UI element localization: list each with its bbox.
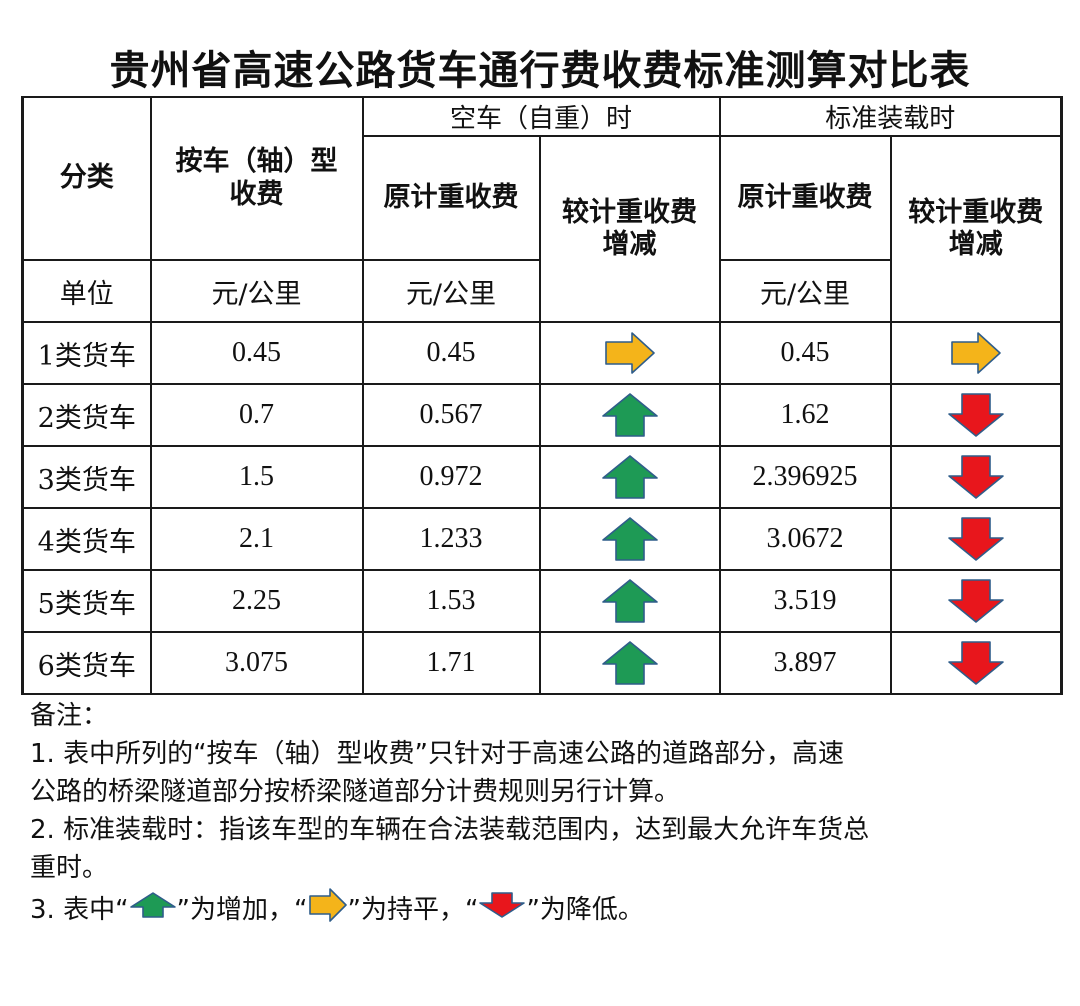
unit-axle: 元/公里 — [149, 259, 364, 323]
comparison-table: 分类 按车（轴）型收费 空车（自重）时 标准装载时 原计重收费 较计重收费增减 … — [21, 96, 1064, 695]
legend-up-arrow-icon — [129, 891, 177, 930]
cell-standard-change — [889, 507, 1064, 571]
cell-empty-change — [538, 507, 721, 571]
cell-standard-change — [889, 631, 1064, 695]
flat-arrow-icon — [892, 330, 1061, 376]
cell-empty-change — [538, 445, 721, 509]
cell-standard-original: 1.62 — [718, 383, 892, 447]
cell-category: 1类货车 — [21, 321, 152, 385]
unit-empty: 元/公里 — [361, 259, 541, 323]
cell-empty-change — [538, 383, 721, 447]
page-title: 贵州省高速公路货车通行费收费标准测算对比表 — [109, 48, 971, 94]
legend-flat-suffix: ”为持平，“ — [347, 895, 479, 925]
note-line-4: 重时。 — [30, 853, 109, 883]
cell-empty-change — [538, 321, 721, 385]
cell-empty-change — [538, 631, 721, 695]
header-empty-change-label: 较计重收费增减 — [562, 196, 697, 260]
cell-axle-fee: 0.45 — [149, 321, 364, 385]
down-arrow-icon — [892, 516, 1061, 562]
header-empty-group: 空车（自重）时 — [361, 96, 721, 137]
unit-label: 单位 — [21, 259, 152, 323]
legend-prefix: 3. 表中“ — [30, 895, 129, 925]
header-standard-change: 较计重收费增减 — [889, 135, 1064, 323]
cell-standard-original: 2.396925 — [718, 445, 892, 509]
cell-empty-original: 1.233 — [361, 507, 541, 571]
cell-empty-original: 1.71 — [361, 631, 541, 695]
up-arrow-icon — [541, 392, 719, 438]
down-arrow-icon — [892, 454, 1061, 500]
cell-empty-change — [538, 569, 721, 633]
notes: 备注： 1. 表中所列的“按车（轴）型收费”只针对于高速公路的道路部分，高速 公… — [30, 697, 1060, 934]
table-row: 5类货车 2.25 1.53 3.519 — [21, 569, 1064, 633]
table-row: 3类货车 1.5 0.972 2.396925 — [21, 445, 1064, 509]
cell-axle-fee: 0.7 — [149, 383, 364, 447]
note-line-1: 1. 表中所列的“按车（轴）型收费”只针对于高速公路的道路部分，高速 — [30, 739, 845, 769]
down-arrow-icon — [892, 578, 1061, 624]
cell-category: 2类货车 — [21, 383, 152, 447]
header-empty-change: 较计重收费增减 — [538, 135, 721, 323]
legend-up-suffix: ”为增加，“ — [176, 895, 308, 925]
cell-axle-fee: 2.1 — [149, 507, 364, 571]
header-standard-change-label: 较计重收费增减 — [908, 196, 1044, 260]
cell-standard-change — [889, 321, 1064, 385]
cell-standard-original: 0.45 — [718, 321, 892, 385]
cell-standard-change — [889, 383, 1064, 447]
cell-category: 4类货车 — [21, 507, 152, 571]
cell-category: 5类货车 — [21, 569, 152, 633]
cell-category: 3类货车 — [21, 445, 152, 509]
unit-standard: 元/公里 — [718, 259, 892, 323]
header-standard-group: 标准装载时 — [718, 96, 1064, 137]
header-axle-fee: 按车（轴）型收费 — [149, 96, 364, 261]
cell-category: 6类货车 — [21, 631, 152, 695]
up-arrow-icon — [541, 578, 719, 624]
header-empty-original: 原计重收费 — [361, 135, 541, 261]
table-row: 1类货车 0.45 0.45 0.45 — [21, 321, 1064, 385]
header-standard-original: 原计重收费 — [718, 135, 892, 261]
legend-down-arrow-icon — [478, 891, 526, 930]
cell-axle-fee: 1.5 — [149, 445, 364, 509]
cell-empty-original: 0.567 — [361, 383, 541, 447]
note-line-3: 2. 标准装载时：指该车型的车辆在合法装载范围内，达到最大允许车货总 — [30, 815, 870, 845]
cell-empty-original: 0.972 — [361, 445, 541, 509]
notes-heading: 备注： — [30, 701, 109, 731]
note-line-2: 公路的桥梁隧道部分按桥梁隧道部分计费规则另行计算。 — [30, 777, 681, 807]
up-arrow-icon — [541, 640, 719, 686]
table-row: 2类货车 0.7 0.567 1.62 — [21, 383, 1064, 447]
header-axle-fee-label: 按车（轴）型收费 — [175, 146, 338, 210]
cell-standard-change — [889, 445, 1064, 509]
cell-standard-original: 3.519 — [718, 569, 892, 633]
note-legend: 3. 表中“ ”为增加，“ ”为持平，“ ”为降低。 — [30, 887, 1060, 934]
cell-empty-original: 1.53 — [361, 569, 541, 633]
table-row: 6类货车 3.075 1.71 3.897 — [21, 631, 1064, 695]
down-arrow-icon — [892, 640, 1061, 686]
cell-axle-fee: 3.075 — [149, 631, 364, 695]
cell-axle-fee: 2.25 — [149, 569, 364, 633]
header-category: 分类 — [21, 96, 152, 261]
legend-down-suffix: ”为降低。 — [526, 895, 644, 925]
down-arrow-icon — [892, 392, 1061, 438]
up-arrow-icon — [541, 516, 719, 562]
up-arrow-icon — [541, 454, 719, 500]
cell-standard-change — [889, 569, 1064, 633]
legend-flat-arrow-icon — [308, 887, 348, 934]
cell-standard-original: 3.897 — [718, 631, 892, 695]
cell-empty-original: 0.45 — [361, 321, 541, 385]
table-row: 4类货车 2.1 1.233 3.0672 — [21, 507, 1064, 571]
flat-arrow-icon — [541, 330, 719, 376]
cell-standard-original: 3.0672 — [718, 507, 892, 571]
